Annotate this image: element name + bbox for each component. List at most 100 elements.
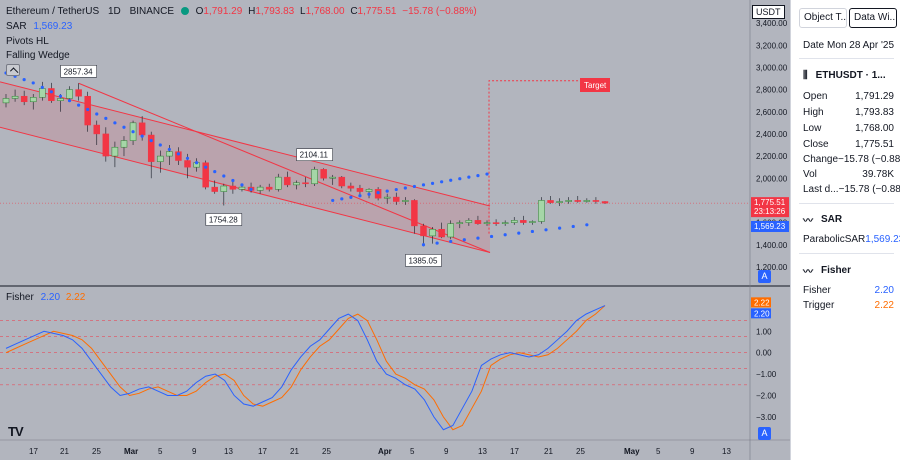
sar-dot	[394, 187, 398, 192]
data-row-low: Low 1,768.00	[803, 123, 894, 134]
data-row-lastd: Last d...−15.78 (−0.88%)	[803, 184, 900, 195]
time-tick-label: 17	[510, 447, 519, 456]
sar-legend-value: 1,569.23	[33, 21, 73, 32]
candle-body	[338, 176, 346, 187]
sar-row-label: ParabolicSAR	[803, 234, 866, 245]
symbol-legend[interactable]: Ethereum / TetherUS 1D BINANCE O1,791.29…	[6, 6, 477, 17]
candle-body	[39, 88, 46, 98]
candle-body	[547, 200, 554, 203]
sar-dot	[430, 181, 435, 185]
ohlc-o-label: O	[195, 6, 204, 17]
pivots-legend[interactable]: Pivots HL	[6, 36, 49, 47]
time-tick-label: 9	[192, 447, 197, 456]
date-value: Mon 28 Apr '25	[827, 40, 894, 51]
wedge-legend[interactable]: Falling Wedge	[6, 50, 70, 61]
sar-dot	[476, 173, 480, 178]
sar-dot	[213, 170, 217, 174]
data-row-label: Last d...	[803, 184, 839, 195]
data-row-close: Close 1,775.51	[803, 139, 894, 150]
candle-body	[20, 95, 28, 103]
candle-body	[320, 169, 327, 179]
time-tick-label: 13	[224, 447, 233, 456]
candle-body	[429, 228, 436, 237]
price-tick-label: 1,200.00	[756, 263, 788, 272]
time-tick-label: 13	[478, 447, 487, 456]
sar-section[interactable]: 〰 SAR	[803, 212, 842, 227]
data-row-label: High	[803, 107, 824, 118]
candle-body	[238, 186, 246, 190]
fisher-legend[interactable]: Fisher 2.20 2.22	[6, 292, 85, 303]
chart-area[interactable]: Target 2857.34 1754.28 2104.11 1385.05 3,400.…	[0, 0, 790, 460]
time-tick-label: 25	[322, 447, 331, 456]
data-row-label: Low	[803, 123, 822, 134]
sar-dot	[503, 233, 507, 237]
data-row-label: Open	[803, 91, 828, 102]
data-row-value: −15.78 (−0.88%)	[838, 154, 900, 165]
sar-dot	[185, 156, 190, 160]
countdown-label: 23:13:26	[754, 207, 786, 216]
last-price-badge	[751, 197, 789, 218]
price-tick-label: 2,400.00	[756, 130, 788, 139]
time-tick-label: 9	[444, 447, 449, 456]
sar-dot	[31, 81, 35, 85]
candle-body	[2, 98, 10, 104]
tab-object-tree[interactable]: Object T...	[799, 8, 847, 28]
wedge-upper-line	[0, 81, 491, 207]
tab-data-window[interactable]: Data Wi...	[849, 8, 897, 28]
symbol-section[interactable]: ⫼ ETHUSDT · 1...	[803, 70, 886, 81]
pivot-high-1-box	[60, 65, 97, 78]
exchange: BINANCE	[129, 6, 175, 17]
fisher-legend-value: 2.20	[40, 292, 61, 303]
candle-body	[275, 176, 282, 190]
trigger-badge	[751, 297, 771, 308]
candle-body	[102, 133, 110, 157]
chart-canvas[interactable]: Target 2857.34 1754.28 2104.11 1385.05 3,400.…	[0, 0, 790, 460]
sar-dot	[176, 152, 181, 156]
candle-body	[93, 124, 101, 135]
auto-scale-button-main[interactable]: A	[758, 270, 771, 283]
time-tick-label: 5	[656, 447, 661, 456]
sar-dot	[489, 234, 494, 239]
sar-dot	[421, 183, 426, 187]
candle-body	[329, 176, 336, 179]
pivot-low-1-box	[205, 213, 243, 226]
sar-dot	[571, 224, 575, 229]
collapse-legend-button[interactable]	[6, 64, 20, 76]
last-price-label: 1,775.51	[754, 198, 786, 207]
candle-body	[11, 95, 19, 99]
sar-dot	[331, 198, 335, 203]
auto-scale-button-fisher[interactable]: A	[758, 427, 771, 440]
candle-body	[583, 200, 591, 202]
sar-row-value: 1,569.23	[865, 234, 900, 245]
candle-body	[184, 160, 191, 168]
sar-dot	[385, 189, 389, 193]
candle-body	[592, 200, 600, 202]
falling-wedge-fill	[0, 81, 490, 253]
candle-body	[483, 222, 491, 224]
price-tick-label: 3,400.00	[756, 19, 788, 28]
data-row-value: 39.78K	[862, 169, 894, 180]
time-tick-label: Mar	[124, 447, 138, 456]
ohlc-open: 1,791.29	[203, 6, 243, 17]
sar-dot	[376, 191, 380, 195]
sar-section-title: SAR	[821, 214, 843, 225]
time-tick-label: 5	[410, 447, 415, 456]
sar-legend[interactable]: SAR 1,569.23	[6, 21, 72, 32]
candle-body	[66, 89, 73, 99]
currency-selector[interactable]: USDT	[752, 5, 785, 19]
data-row-change: Change−15.78 (−0.88%)	[803, 154, 900, 165]
target-box	[580, 78, 610, 92]
candle-body	[456, 222, 464, 224]
data-row-value: 1,775.51	[855, 139, 894, 150]
tradingview-logo[interactable]: TV	[8, 424, 24, 439]
fisher-section[interactable]: 〰 Fisher	[803, 263, 851, 278]
sar-dot	[544, 228, 548, 232]
candle-body	[284, 176, 291, 186]
target-line	[488, 80, 610, 234]
pivot-low-2-box	[405, 254, 442, 267]
indicator-icon: 〰	[803, 267, 813, 278]
sar-dot	[517, 231, 521, 235]
time-tick-label: 9	[690, 447, 695, 456]
candle-body	[411, 200, 418, 227]
data-row-open: Open 1,791.29	[803, 91, 894, 102]
